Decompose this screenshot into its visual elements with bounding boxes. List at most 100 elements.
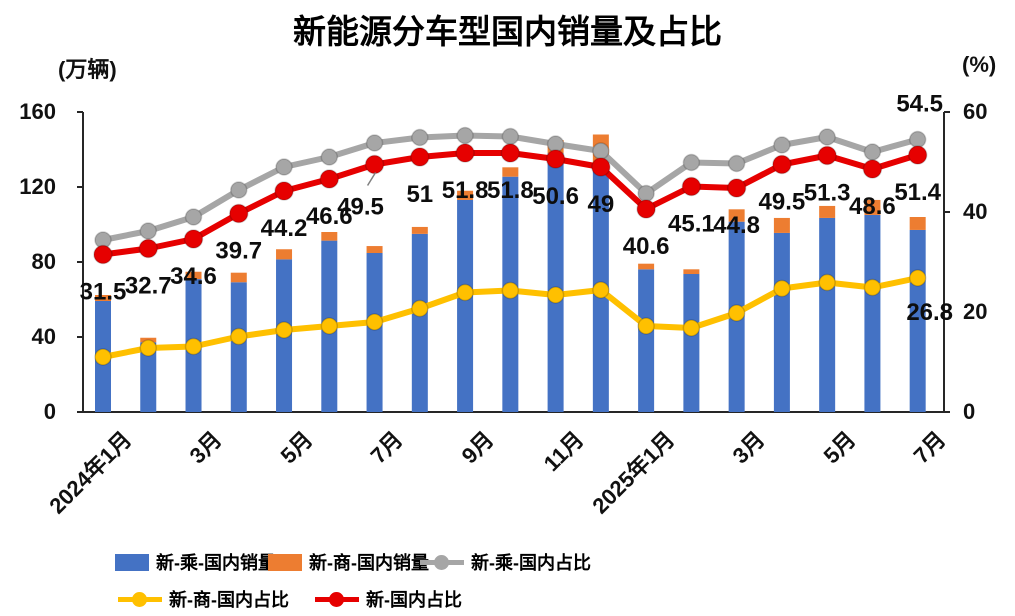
data-label-total-share: 49.5 (337, 194, 384, 221)
line-total-share-marker (772, 154, 792, 175)
bar-commercial-sales (95, 295, 111, 301)
left-axis-tick-label: 80 (31, 249, 56, 274)
bar-passenger-sales (230, 282, 247, 412)
legend-item: 新-乘-国内销量 (115, 549, 276, 575)
line-commercial-share-marker (456, 283, 474, 302)
line-passenger-share-marker (501, 127, 520, 146)
line-commercial-share-marker (411, 299, 429, 318)
data-label-total-share: 40.6 (623, 233, 670, 260)
line-passenger-share-marker (773, 136, 791, 154)
legend-label: 新-商-国内销量 (309, 553, 429, 573)
bar-commercial-sales (773, 217, 790, 233)
line-passenger-share-marker (727, 154, 746, 173)
line-commercial-share-marker (230, 327, 248, 346)
left-axis-tick-label: 160 (19, 99, 56, 124)
right-axis-unit-label: (%) (962, 52, 997, 77)
bar-passenger-sales (638, 269, 655, 412)
bar-passenger-sales (773, 232, 790, 412)
data-label-total-share: 51.4 (894, 179, 941, 206)
bar-commercial-sales (502, 167, 519, 177)
line-total-share-marker (500, 143, 521, 163)
line-total-share-marker (183, 229, 204, 249)
data-label-total-share: 46.6 (306, 203, 353, 230)
bar-commercial-sales (638, 263, 655, 270)
line-total-share-marker (364, 154, 385, 175)
bar-passenger-sales (366, 253, 383, 412)
bar-commercial-sales (909, 217, 926, 230)
data-label-total-share: 31.5 (80, 279, 127, 306)
right-axis-tick-label: 60 (963, 99, 988, 124)
line-commercial-share-marker (863, 278, 882, 297)
legend-item: 新-商-国内销量 (268, 549, 429, 575)
chart-title: 新能源分车型国内销量及占比 (293, 13, 722, 50)
line-total-share-marker (455, 143, 475, 163)
legend-line-swatch (420, 554, 464, 571)
line-total-share-marker (862, 159, 883, 179)
line-commercial-share-marker (184, 337, 203, 356)
legend-label: 新-商-国内占比 (169, 590, 289, 610)
line-commercial-share-marker (908, 269, 927, 287)
data-label-total-share: 51.8 (487, 177, 534, 204)
line-commercial-share-marker (139, 339, 158, 357)
data-label-total-share: 44.2 (261, 215, 308, 242)
line-passenger-share-marker (637, 184, 655, 203)
bar-commercial-sales (366, 246, 383, 253)
legend-bar-swatch (115, 553, 149, 571)
line-total-share-marker (410, 147, 430, 167)
data-label-total-share: 32.7 (125, 273, 172, 300)
data-label-total-share: 49 (588, 191, 615, 218)
legend-label: 新-乘-国内销量 (156, 553, 276, 573)
data-label-total-share: 51 (406, 181, 433, 208)
legend-line-marker (132, 591, 147, 607)
label-leader-line (366, 172, 377, 186)
data-label-passenger-share: 54.5 (896, 91, 943, 118)
line-commercial-share-marker (501, 281, 520, 300)
line-total-share-marker (274, 181, 294, 201)
bar-passenger-sales (683, 274, 700, 412)
bar-commercial-sales (683, 269, 700, 274)
data-label-total-share: 48.6 (849, 193, 896, 220)
line-passenger-share-marker (365, 134, 384, 152)
legend-bar-swatch (268, 553, 302, 571)
line-commercial-share-marker (592, 281, 610, 299)
line-passenger-share-marker (184, 208, 203, 226)
data-label-total-share: 39.7 (215, 238, 262, 265)
line-commercial-share-marker (275, 321, 293, 339)
line-commercial-share-marker (365, 313, 384, 331)
data-label-total-share: 45.1 (668, 211, 715, 238)
line-commercial-share-marker (637, 317, 655, 335)
left-axis-tick-label: 0 (43, 399, 56, 424)
line-passenger-share-marker (908, 130, 927, 149)
bar-commercial-sales (728, 209, 745, 222)
legend-label: 新-国内占比 (366, 590, 462, 610)
data-label-total-share: 51.3 (804, 180, 851, 207)
line-passenger-share-marker (139, 222, 158, 240)
bar-passenger-sales (411, 233, 428, 412)
legend-item: 新-乘-国内占比 (420, 549, 591, 575)
line-commercial-share-marker (818, 273, 836, 292)
bar-passenger-sales (457, 199, 474, 412)
bar-commercial-sales (321, 232, 338, 241)
bar-commercial-sales (185, 271, 202, 280)
line-total-share-marker (138, 238, 159, 259)
legend-line-swatch (315, 591, 359, 608)
line-total-share-marker (591, 157, 611, 177)
line-commercial-share-marker (727, 304, 746, 322)
bar-passenger-sales (547, 153, 564, 412)
line-commercial-share-marker (320, 317, 339, 335)
data-label-commercial-share: 26.8 (906, 299, 953, 326)
data-label-total-share: 51.8 (442, 177, 489, 204)
legend-line-swatch (118, 591, 162, 608)
line-passenger-share-marker (456, 126, 474, 145)
bar-commercial-sales (864, 199, 881, 215)
line-total-share-marker (545, 149, 566, 169)
bar-commercial-sales (411, 226, 428, 234)
legend-item: 新-国内占比 (315, 586, 462, 612)
data-label-total-share: 49.5 (759, 189, 806, 216)
line-passenger-share-marker (230, 181, 248, 199)
bar-passenger-sales (140, 342, 157, 412)
line-commercial-share-marker (546, 286, 565, 304)
line-passenger-share-marker (592, 142, 610, 160)
line-total-share-marker (319, 169, 340, 189)
line-passenger-share-marker (863, 143, 882, 161)
